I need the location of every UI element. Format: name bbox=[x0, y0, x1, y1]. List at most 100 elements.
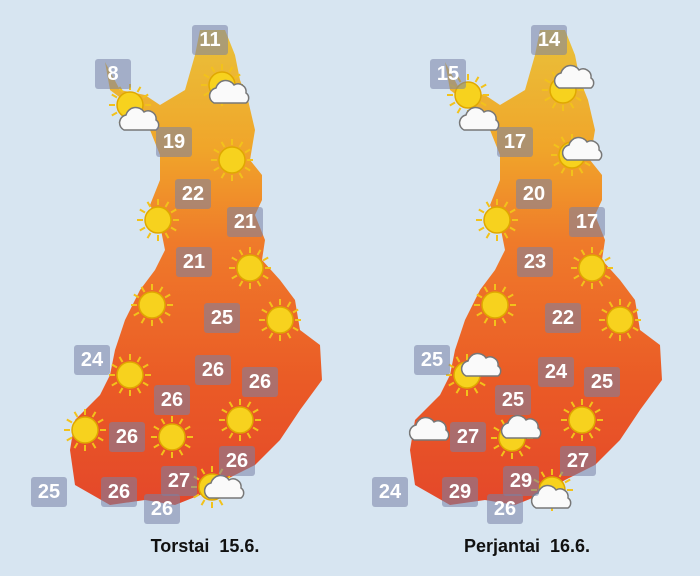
sun-disc bbox=[236, 254, 264, 282]
sun-ray bbox=[142, 381, 149, 387]
sun-ray bbox=[238, 141, 244, 148]
sun-ray bbox=[598, 280, 604, 287]
sun-ray bbox=[228, 432, 234, 439]
sun-ray bbox=[268, 332, 274, 339]
sun-ray bbox=[455, 387, 461, 394]
cloud-icon bbox=[500, 414, 542, 439]
label-box bbox=[442, 477, 478, 507]
sun-ray bbox=[544, 96, 551, 102]
temperature: 23 bbox=[524, 251, 546, 273]
label-box bbox=[450, 422, 486, 452]
sun-ray bbox=[200, 468, 206, 475]
sun-disc bbox=[116, 361, 144, 389]
sun-ray bbox=[594, 426, 601, 432]
temperature: 22 bbox=[552, 307, 574, 329]
sun-ray bbox=[261, 308, 268, 314]
sun-ray bbox=[262, 256, 269, 262]
temperature: 24 bbox=[545, 361, 568, 383]
sun-ray bbox=[184, 425, 191, 431]
temperature: 20 bbox=[523, 183, 545, 205]
sun-disc bbox=[226, 406, 254, 434]
sun-ray bbox=[158, 317, 164, 324]
sun-ray bbox=[598, 249, 604, 256]
cloud bbox=[530, 484, 572, 509]
sun-ray bbox=[200, 499, 206, 506]
temperature: 8 bbox=[107, 63, 118, 85]
cloud-icon bbox=[460, 352, 502, 377]
sun-icon bbox=[219, 399, 261, 441]
temperature: 26 bbox=[226, 450, 248, 472]
sun-ray bbox=[626, 332, 632, 339]
sun-ray bbox=[164, 293, 171, 299]
sun-ray bbox=[139, 208, 146, 214]
sun-ray bbox=[160, 418, 166, 425]
sun-ray bbox=[292, 308, 299, 314]
label-box bbox=[31, 477, 67, 507]
cloud bbox=[203, 474, 245, 499]
sun-ray bbox=[244, 148, 251, 154]
label-box bbox=[560, 446, 596, 476]
sun-ray bbox=[503, 201, 509, 208]
sun-ray bbox=[170, 208, 177, 214]
sun-ray bbox=[483, 286, 489, 293]
sun-ray bbox=[632, 326, 639, 332]
sun-ray bbox=[228, 66, 234, 73]
sun-ray bbox=[493, 444, 500, 450]
sun-ray bbox=[573, 274, 580, 280]
sun-ray bbox=[483, 317, 489, 324]
label-box bbox=[101, 477, 137, 507]
sun-ray bbox=[160, 449, 166, 456]
sun-ray bbox=[480, 101, 487, 107]
sun-disc bbox=[144, 206, 172, 234]
temperature: 24 bbox=[81, 349, 104, 371]
temperature: 15 bbox=[437, 63, 459, 85]
sun-disc bbox=[578, 254, 606, 282]
sun-ray bbox=[111, 93, 118, 99]
sun-icon bbox=[476, 199, 518, 241]
sun-ray bbox=[178, 449, 184, 456]
sun-ray bbox=[164, 311, 171, 317]
cloud-icon bbox=[408, 416, 450, 441]
cloud-icon bbox=[208, 79, 250, 104]
sun-ray bbox=[252, 408, 259, 414]
label-box bbox=[175, 179, 211, 209]
sun-ray bbox=[193, 493, 200, 499]
sun-ray bbox=[246, 432, 252, 439]
sun-ray bbox=[136, 387, 142, 394]
weather-icons bbox=[64, 64, 641, 511]
temperature: 24 bbox=[379, 481, 402, 503]
label-box bbox=[516, 179, 552, 209]
sun-ray bbox=[261, 326, 268, 332]
sun-ray bbox=[540, 471, 546, 478]
sun-ray bbox=[213, 166, 220, 172]
temperature: 26 bbox=[494, 498, 516, 520]
sun-ray bbox=[573, 256, 580, 262]
label-box bbox=[372, 477, 408, 507]
sun-disc bbox=[138, 291, 166, 319]
label-box bbox=[545, 303, 581, 333]
sun-disc bbox=[481, 291, 509, 319]
sun-ray bbox=[256, 249, 262, 256]
cloud-icon bbox=[561, 136, 603, 161]
temperature: 26 bbox=[161, 389, 183, 411]
temperature: 26 bbox=[116, 426, 138, 448]
sun-ray bbox=[485, 201, 491, 208]
sun-ray bbox=[268, 301, 274, 308]
temperature: 25 bbox=[591, 371, 613, 393]
sun-ray bbox=[480, 83, 487, 89]
sun-ray bbox=[604, 256, 611, 262]
sun-ray bbox=[203, 73, 210, 79]
cloud-icon bbox=[553, 64, 595, 89]
sun-ray bbox=[213, 148, 220, 154]
label-box bbox=[430, 59, 466, 89]
sun-icon bbox=[137, 199, 179, 241]
sun-ray bbox=[246, 401, 252, 408]
sun-disc bbox=[218, 146, 246, 174]
sun-ray bbox=[140, 286, 146, 293]
sun-ray bbox=[139, 226, 146, 232]
label-box bbox=[219, 446, 255, 476]
cloud-icon bbox=[118, 106, 160, 131]
sun-ray bbox=[601, 326, 608, 332]
sun-ray bbox=[164, 201, 170, 208]
